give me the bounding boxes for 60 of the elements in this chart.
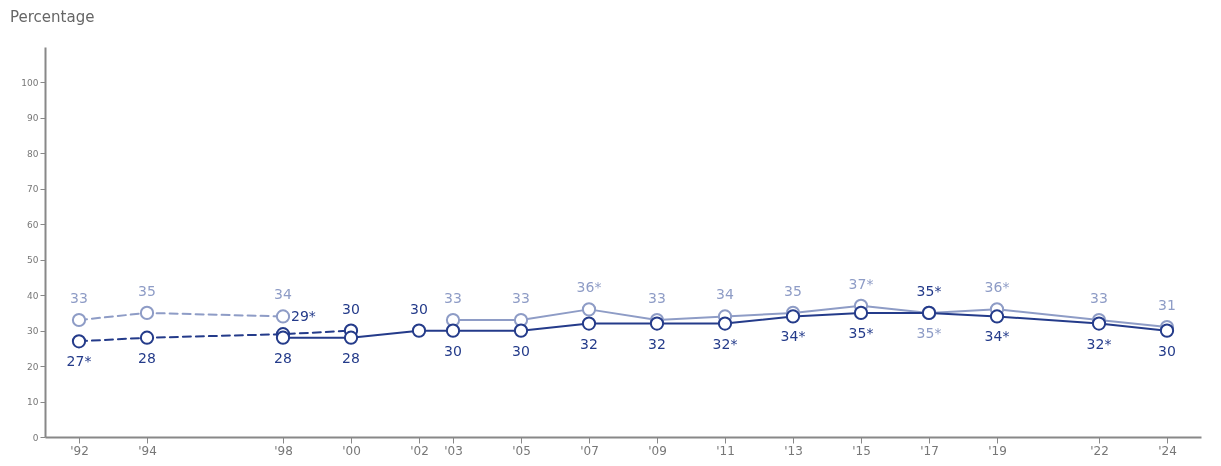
y-tick-label: 40 (27, 290, 39, 301)
data-label: 32 (648, 335, 666, 352)
x-tick-label: '19 (988, 443, 1007, 458)
data-label: 34 (274, 286, 292, 303)
y-axis-title: Percentage (10, 8, 95, 26)
y-tick-label: 60 (27, 219, 39, 230)
data-label: 35* (916, 282, 942, 299)
data-label: 30 (512, 342, 530, 359)
x-tick-label: '11 (716, 443, 735, 458)
data-label: 30 (444, 342, 462, 359)
data-label: 33 (512, 290, 530, 306)
y-tick-label: 30 (27, 326, 39, 337)
data-label: 34* (984, 328, 1010, 345)
y-tick-label: 70 (27, 184, 39, 195)
x-tick-label: '09 (648, 443, 667, 458)
data-label: 30 (1158, 342, 1176, 359)
y-tick-label: 0 (32, 432, 39, 443)
x-tick-label: '05 (512, 443, 531, 458)
data-label: 28 (342, 349, 360, 366)
data-label: 27* (66, 353, 92, 370)
data-label: 34 (716, 286, 734, 303)
data-label: 33 (444, 290, 462, 306)
x-tick-label: '94 (138, 443, 157, 458)
data-label: 29* (291, 308, 316, 325)
y-tick-label: 80 (27, 148, 39, 159)
data-label: 32* (712, 335, 738, 352)
x-tick-label: '07 (580, 443, 599, 458)
x-tick-label: '92 (70, 443, 89, 458)
x-tick-label: '98 (274, 443, 293, 458)
x-tick-label: '17 (920, 443, 939, 458)
x-tick-label: '02 (410, 443, 429, 458)
y-tick-label: 10 (27, 397, 39, 408)
data-label: 30 (410, 300, 428, 317)
data-label: 28 (138, 349, 156, 366)
y-tick-label: 20 (27, 361, 39, 372)
data-label: 32* (1086, 335, 1112, 352)
x-tick-label: '00 (342, 443, 361, 458)
data-label: 30 (342, 300, 360, 317)
data-label: 33 (1090, 290, 1108, 306)
data-label: 28 (274, 349, 292, 366)
data-label: 35* (916, 324, 942, 341)
data-label: 36* (984, 279, 1010, 296)
x-tick-label: '13 (784, 443, 803, 458)
data-label: 33 (70, 290, 88, 306)
data-label: 32 (580, 335, 598, 352)
data-label: 35 (138, 282, 156, 299)
x-tick-label: '15 (852, 443, 871, 458)
data-label: 31 (1158, 297, 1176, 314)
y-tick-label: 100 (21, 77, 39, 88)
y-tick-label: 50 (27, 255, 39, 266)
data-label: 35 (784, 282, 802, 299)
data-label: 36* (576, 279, 602, 296)
x-tick-label: '03 (444, 443, 463, 458)
data-label: 37* (848, 275, 874, 292)
data-label: 33 (648, 290, 666, 306)
data-label: 34* (780, 328, 806, 345)
data-label: 35* (848, 324, 874, 341)
x-tick-label: '22 (1090, 443, 1109, 458)
y-tick-label: 90 (27, 113, 39, 124)
x-tick-label: '24 (1158, 443, 1177, 458)
